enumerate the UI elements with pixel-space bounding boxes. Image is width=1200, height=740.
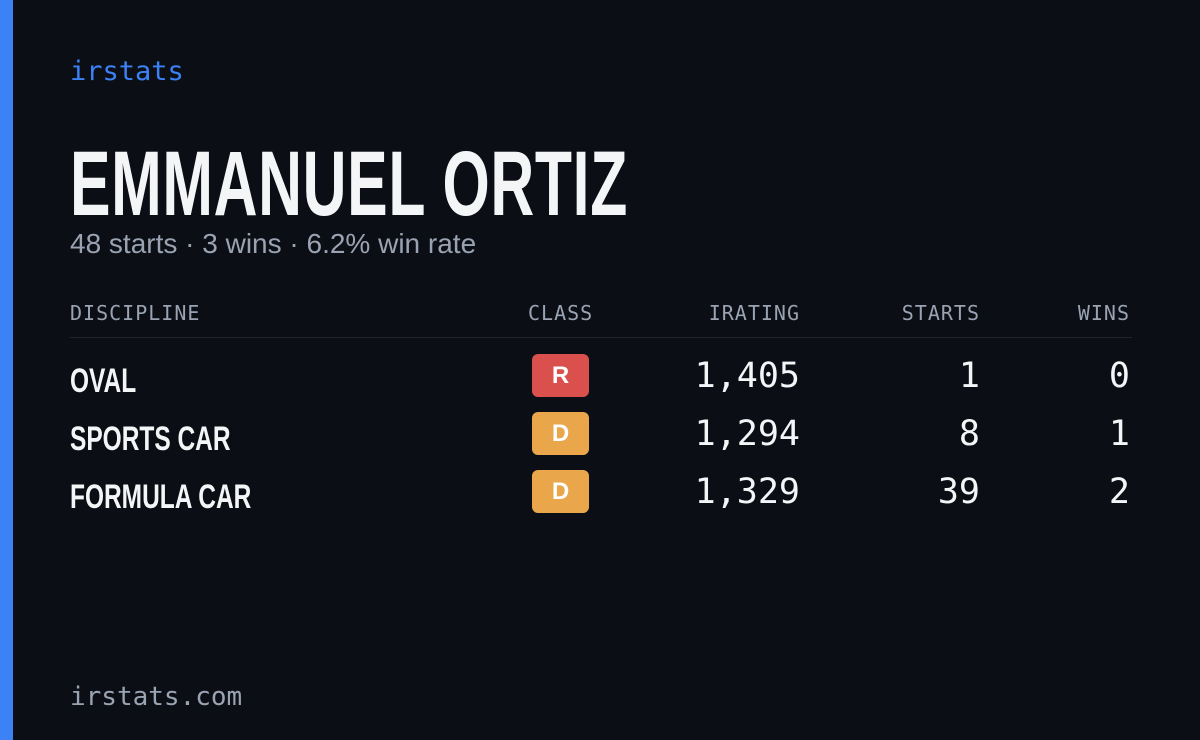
class-badge: D xyxy=(532,470,589,513)
wins: 2 xyxy=(1108,472,1130,512)
discipline: SPORTS CAR xyxy=(70,420,231,458)
footer: irstats.com xyxy=(70,682,243,712)
discipline: OVAL xyxy=(70,362,137,400)
wins: 0 xyxy=(1108,356,1130,396)
column-header: STARTS xyxy=(901,301,980,325)
irating: 1,294 xyxy=(694,414,800,454)
driver-summary: 48 starts · 3 wins · 6.2% win rate xyxy=(70,228,477,259)
class-badge: R xyxy=(532,354,589,397)
accent-stripe xyxy=(0,0,13,740)
header-rule xyxy=(70,337,1132,338)
column-header: IRATING xyxy=(708,301,800,325)
brand: irstats xyxy=(70,56,184,87)
starts: 1 xyxy=(958,356,980,396)
column-header: WINS xyxy=(1077,301,1130,325)
irating: 1,329 xyxy=(694,472,800,512)
starts: 8 xyxy=(958,414,980,454)
starts: 39 xyxy=(937,472,980,512)
column-header: CLASS xyxy=(528,301,594,325)
wins: 1 xyxy=(1108,414,1130,454)
discipline: FORMULA CAR xyxy=(70,478,252,516)
class-badge: D xyxy=(532,412,589,455)
column-header: DISCIPLINE xyxy=(70,301,201,325)
irating: 1,405 xyxy=(694,356,800,396)
driver-name: EMMANUEL ORTIZ xyxy=(70,133,628,235)
